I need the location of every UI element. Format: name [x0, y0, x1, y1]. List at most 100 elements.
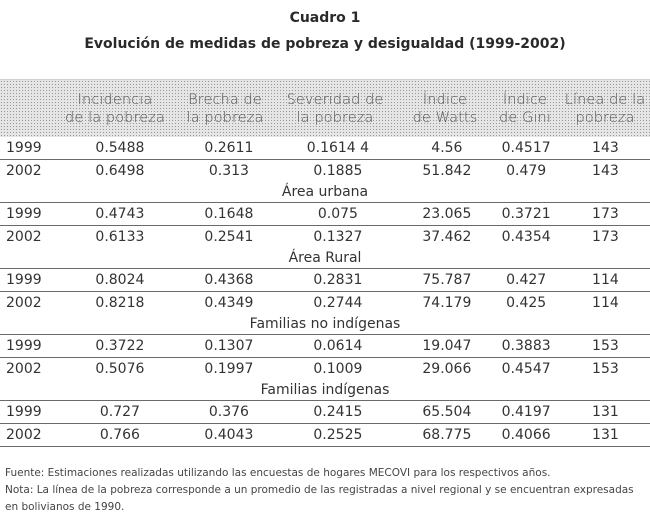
- table-notes: Fuente: Estimaciones realizadas utilizan…: [5, 465, 645, 516]
- year-cell: 1999: [6, 272, 42, 288]
- value-cell: 19.047: [422, 338, 472, 354]
- header-label: Línea de la pobreza: [564, 91, 646, 126]
- value-cell: 0.427: [506, 272, 547, 288]
- value-cell: 0.766: [99, 427, 140, 443]
- source-note: Fuente: Estimaciones realizadas utilizan…: [5, 467, 551, 479]
- value-cell: 0.425: [506, 295, 547, 311]
- value-cell: 0.4066: [501, 427, 551, 443]
- value-cell: 0.6498: [95, 163, 145, 179]
- value-cell: 0.4547: [501, 361, 551, 377]
- header-cell: Línea de la pobreza: [560, 80, 650, 137]
- value-cell: 0.075: [317, 206, 358, 222]
- value-cell: 74.179: [422, 295, 472, 311]
- value-cell: 131: [592, 404, 619, 420]
- value-cell: 0.1648: [204, 206, 254, 222]
- year-cell: 1999: [6, 206, 42, 222]
- value-cell: 0.6133: [95, 229, 145, 245]
- header-cell: Brecha de la pobreza: [180, 80, 270, 137]
- table-body: 1999 0.5488 0.2611 0.1614 4 4.56 0.4517 143 200…: [0, 137, 650, 447]
- header-cell: Índice de Watts: [400, 80, 490, 137]
- value-cell: 0.5076: [95, 361, 145, 377]
- table-row: 1999 0.4743 0.1648 0.075 23.065 0.3721 173: [0, 202, 650, 225]
- table-row: 2002 0.766 0.4043 0.2525 68.775 0.4066 131: [0, 423, 650, 447]
- header-label: Brecha de la pobreza: [186, 91, 264, 126]
- value-cell: 173: [592, 206, 619, 222]
- value-cell: 0.5488: [95, 140, 145, 156]
- table-row: 1999 0.8024 0.4368 0.2831 75.787 0.427 114: [0, 268, 650, 291]
- header-cell: Incidencia de la pobreza: [50, 80, 180, 137]
- value-cell: 0.3883: [501, 338, 551, 354]
- value-cell: 143: [592, 140, 619, 156]
- year-cell: 1999: [6, 338, 42, 354]
- value-cell: 0.1614 4: [306, 140, 370, 156]
- value-cell: 173: [592, 229, 619, 245]
- table-row: 2002 0.6498 0.313 0.1885 51.842 0.479 143: [0, 159, 650, 182]
- value-cell: 0.4517: [501, 140, 551, 156]
- value-cell: 4.56: [431, 140, 463, 156]
- year-cell: 1999: [6, 404, 42, 420]
- value-cell: 114: [592, 295, 619, 311]
- value-cell: 0.4368: [204, 272, 254, 288]
- year-cell: 2002: [6, 163, 42, 179]
- section-heading: Área urbana: [281, 184, 369, 200]
- table-row: 1999 0.727 0.376 0.2415 65.504 0.4197 131: [0, 400, 650, 423]
- value-cell: 0.4349: [204, 295, 254, 311]
- value-cell: 0.2541: [204, 229, 254, 245]
- section-heading: Familias indígenas: [260, 382, 390, 398]
- header-label: Incidencia de la pobreza: [65, 91, 165, 126]
- value-cell: 0.313: [208, 163, 249, 179]
- value-cell: 0.8024: [95, 272, 145, 288]
- value-cell: 0.1009: [313, 361, 363, 377]
- value-cell: 0.4354: [501, 229, 551, 245]
- value-cell: 0.2525: [313, 427, 363, 443]
- section-heading: Familias no indígenas: [249, 316, 401, 332]
- value-cell: 0.376: [208, 404, 249, 420]
- table-number: Cuadro 1: [289, 10, 361, 26]
- header-label: Índice de Gini: [499, 91, 551, 126]
- value-cell: 153: [592, 338, 619, 354]
- value-cell: 153: [592, 361, 619, 377]
- value-cell: 0.479: [506, 163, 547, 179]
- value-cell: 0.0614: [313, 338, 363, 354]
- header-label: Severidad de la pobreza: [286, 91, 384, 126]
- value-cell: 65.504: [422, 404, 472, 420]
- value-cell: 68.775: [422, 427, 472, 443]
- year-cell: 2002: [6, 427, 42, 443]
- header-cell: [0, 80, 50, 137]
- poverty-table: Incidencia de la pobreza Brecha de la pob…: [0, 79, 650, 447]
- year-cell: 1999: [6, 140, 42, 156]
- value-cell: 114: [592, 272, 619, 288]
- value-cell: 0.1327: [313, 229, 363, 245]
- value-cell: 0.4043: [204, 427, 254, 443]
- value-cell: 131: [592, 427, 619, 443]
- section-heading: Área Rural: [288, 250, 362, 266]
- value-cell: 0.2744: [313, 295, 363, 311]
- value-cell: 75.787: [422, 272, 472, 288]
- value-cell: 0.3722: [95, 338, 145, 354]
- table-row: 2002 0.8218 0.4349 0.2744 74.179 0.425 114: [0, 291, 650, 314]
- value-cell: 51.842: [422, 163, 472, 179]
- table-row: 2002 0.6133 0.2541 0.1327 37.462 0.4354 173: [0, 225, 650, 248]
- table-row: 1999 0.5488 0.2611 0.1614 4 4.56 0.4517 143: [0, 137, 650, 159]
- year-cell: 2002: [6, 295, 42, 311]
- value-cell: 0.1997: [204, 361, 254, 377]
- value-cell: 143: [592, 163, 619, 179]
- header-label: Índice de Watts: [412, 91, 478, 126]
- value-cell: 0.8218: [95, 295, 145, 311]
- year-cell: 2002: [6, 361, 42, 377]
- header-cell: Índice de Gini: [490, 80, 560, 137]
- table-row: 2002 0.5076 0.1997 0.1009 29.066 0.4547 153: [0, 357, 650, 380]
- value-cell: 0.1307: [204, 338, 254, 354]
- value-cell: 0.2415: [313, 404, 363, 420]
- year-cell: 2002: [6, 229, 42, 245]
- value-cell: 0.4197: [501, 404, 551, 420]
- header-cell: Severidad de la pobreza: [270, 80, 400, 137]
- table-title: Evolución de medidas de pobreza y desigu…: [84, 36, 566, 52]
- value-cell: 0.2611: [204, 140, 254, 156]
- footnote: Nota: La línea de la pobreza corresponde…: [5, 484, 634, 513]
- value-cell: 0.3721: [501, 206, 551, 222]
- value-cell: 0.727: [99, 404, 140, 420]
- value-cell: 0.2831: [313, 272, 363, 288]
- table-row: 1999 0.3722 0.1307 0.0614 19.047 0.3883 153: [0, 334, 650, 357]
- value-cell: 37.462: [422, 229, 472, 245]
